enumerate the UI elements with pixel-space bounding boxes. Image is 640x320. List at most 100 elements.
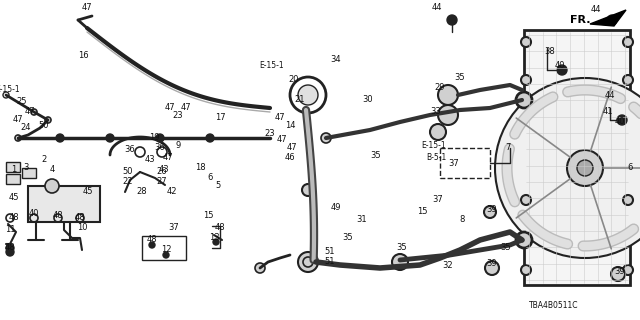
Circle shape	[516, 92, 532, 108]
Circle shape	[149, 242, 155, 248]
Text: 40: 40	[29, 210, 39, 219]
Text: 51: 51	[324, 247, 335, 257]
Text: 48: 48	[52, 212, 63, 220]
Text: 48: 48	[75, 213, 85, 222]
Circle shape	[290, 77, 326, 113]
Text: 7: 7	[506, 143, 511, 153]
Text: 47: 47	[276, 135, 287, 145]
Text: 47: 47	[13, 116, 23, 124]
Bar	[6, 174, 20, 184]
Text: 45: 45	[9, 194, 19, 203]
Bar	[22, 168, 36, 178]
Circle shape	[577, 160, 593, 176]
Text: 47: 47	[164, 103, 175, 113]
Bar	[28, 186, 100, 222]
Text: 35: 35	[454, 74, 465, 83]
Text: 36: 36	[125, 146, 136, 155]
Text: 48: 48	[214, 223, 225, 233]
Text: 35: 35	[500, 244, 511, 252]
Text: 41: 41	[603, 108, 613, 116]
Circle shape	[45, 179, 59, 193]
Text: 37: 37	[168, 223, 179, 233]
Circle shape	[213, 239, 219, 245]
Text: 45: 45	[83, 188, 93, 196]
Circle shape	[521, 265, 531, 275]
Text: 39: 39	[614, 268, 625, 276]
Text: 48: 48	[4, 244, 15, 252]
Text: 22: 22	[123, 178, 133, 187]
Text: E-15-1: E-15-1	[422, 140, 446, 149]
Text: 4: 4	[49, 165, 54, 174]
Text: 35: 35	[371, 150, 381, 159]
Circle shape	[438, 85, 458, 105]
Circle shape	[516, 94, 528, 106]
Text: 43: 43	[145, 156, 156, 164]
Circle shape	[521, 195, 531, 205]
Text: 46: 46	[285, 154, 295, 163]
Circle shape	[6, 244, 14, 252]
Circle shape	[484, 206, 496, 218]
Circle shape	[623, 265, 633, 275]
Circle shape	[298, 252, 318, 272]
Circle shape	[557, 65, 567, 75]
Text: 11: 11	[4, 226, 15, 235]
Text: 33: 33	[431, 108, 442, 116]
Polygon shape	[590, 10, 626, 26]
Text: 12: 12	[161, 245, 172, 254]
Text: E-15-1: E-15-1	[0, 85, 20, 94]
Text: 25: 25	[17, 98, 28, 107]
Text: 5: 5	[216, 181, 221, 190]
Text: 47: 47	[82, 4, 92, 12]
Text: 37: 37	[449, 159, 460, 169]
Text: 16: 16	[77, 51, 88, 60]
Text: 51: 51	[324, 258, 335, 267]
Text: 27: 27	[157, 178, 167, 187]
Circle shape	[392, 254, 408, 270]
Circle shape	[206, 134, 214, 142]
Text: 40: 40	[615, 117, 625, 126]
Text: 39: 39	[486, 205, 497, 214]
Text: 19: 19	[148, 133, 159, 142]
Circle shape	[255, 263, 265, 273]
Circle shape	[521, 37, 531, 47]
Text: 35: 35	[397, 244, 407, 252]
Circle shape	[430, 124, 446, 140]
Text: 44: 44	[591, 5, 601, 14]
Circle shape	[6, 248, 14, 256]
Circle shape	[623, 75, 633, 85]
Circle shape	[521, 75, 531, 85]
Text: B-5-1: B-5-1	[426, 154, 446, 163]
Circle shape	[56, 134, 64, 142]
Text: 20: 20	[289, 76, 300, 84]
Text: 47: 47	[163, 154, 173, 163]
Text: 48: 48	[9, 213, 19, 222]
Text: 49: 49	[331, 204, 341, 212]
Text: 40: 40	[555, 61, 565, 70]
Text: 47: 47	[180, 103, 191, 113]
Bar	[524, 30, 630, 285]
Text: E-15-1: E-15-1	[260, 60, 284, 69]
Text: 31: 31	[356, 215, 367, 225]
Bar	[440, 148, 490, 178]
Text: 21: 21	[295, 95, 305, 105]
Text: 32: 32	[443, 260, 453, 269]
Text: 43: 43	[159, 165, 170, 174]
Text: 14: 14	[285, 122, 295, 131]
Text: 6: 6	[627, 164, 633, 172]
Text: 38: 38	[545, 47, 556, 57]
Text: 6: 6	[207, 173, 212, 182]
Text: 34: 34	[331, 55, 341, 65]
Circle shape	[623, 195, 633, 205]
Circle shape	[106, 134, 114, 142]
Text: 39: 39	[486, 260, 497, 268]
Text: 13: 13	[209, 234, 220, 243]
Text: 23: 23	[265, 130, 275, 139]
Text: 9: 9	[175, 141, 180, 150]
Text: 36: 36	[155, 143, 165, 153]
Circle shape	[607, 15, 617, 25]
Text: 8: 8	[460, 215, 465, 225]
Text: 1: 1	[12, 165, 17, 174]
Text: TBA4B0511C: TBA4B0511C	[529, 301, 579, 310]
Text: 10: 10	[77, 223, 87, 233]
Text: 18: 18	[195, 164, 205, 172]
